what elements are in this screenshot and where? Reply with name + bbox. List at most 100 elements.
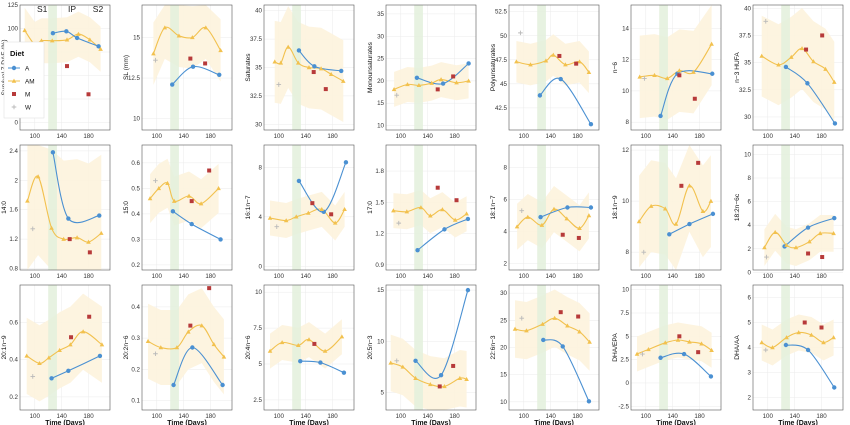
point-am: [586, 69, 592, 75]
y-tick-label: 0: [748, 269, 752, 276]
legend-label: W: [25, 104, 32, 111]
x-tick-label: 140: [178, 133, 189, 140]
point-m: [188, 56, 193, 61]
point-a: [66, 368, 71, 374]
point-m: [454, 198, 459, 203]
y-tick-label: 0.4: [131, 211, 140, 218]
y-axis-label: 18:2n−6c: [734, 193, 741, 221]
point-m: [451, 74, 456, 79]
point-am: [391, 86, 397, 92]
point-a: [190, 64, 196, 69]
y-tick-label: 8: [626, 249, 630, 256]
ip-phase-band: [781, 285, 790, 410]
point-am: [438, 77, 444, 82]
y-tick-label: 12: [622, 147, 629, 154]
point-am: [145, 338, 151, 343]
point-am: [831, 79, 837, 84]
panel-frame: [141, 4, 233, 131]
y-tick-label: 14: [622, 25, 629, 32]
point-am: [565, 323, 570, 328]
panel-frame: [263, 4, 355, 131]
point-w: [519, 208, 525, 214]
point-a: [805, 347, 811, 353]
y-tick-label: 10: [377, 123, 384, 130]
point-w: [274, 224, 280, 229]
y-tick-label: 1.8: [375, 168, 384, 175]
point-am: [151, 51, 156, 56]
y-tick-label: 20: [377, 78, 384, 85]
point-a: [171, 382, 176, 388]
point-a: [170, 82, 175, 87]
x-tick-label: 100: [152, 273, 163, 280]
panel-frame: [752, 144, 844, 271]
am-confidence-ribbon: [150, 158, 219, 229]
point-a: [217, 72, 222, 78]
x-tick-label: 180: [327, 413, 338, 420]
panel-frame: [752, 284, 844, 411]
point-am: [442, 384, 447, 389]
y-tick-label: 32.5: [250, 93, 263, 100]
x-tick-label: 100: [519, 133, 530, 140]
point-a: [50, 150, 56, 155]
point-a: [442, 227, 447, 232]
panel-20-4n-6: 2.5 5 7.5 10 100 140 180 20:4n−6 Time (Days): [245, 284, 355, 425]
ip-phase-band: [659, 5, 668, 130]
y-axis-label: SL (mm): [123, 55, 130, 80]
y-tick-label: 10: [500, 399, 507, 406]
point-am: [552, 315, 557, 320]
point-am: [762, 245, 767, 250]
point-a: [465, 287, 471, 293]
y-axis-label: 14:0: [1, 201, 8, 214]
point-am: [428, 381, 433, 387]
point-m: [576, 314, 581, 319]
ip-phase-band: [292, 285, 301, 410]
point-am: [817, 231, 823, 236]
y-tick-label: 2: [748, 246, 752, 253]
point-am: [759, 340, 765, 345]
point-am: [162, 25, 168, 30]
point-am: [464, 211, 469, 216]
x-tick-label: 140: [300, 133, 311, 140]
point-am: [551, 52, 556, 57]
point-w: [153, 57, 158, 63]
point-am: [811, 59, 816, 64]
point-a: [588, 205, 594, 210]
point-m: [87, 250, 92, 255]
point-m: [311, 70, 316, 75]
point-am: [700, 208, 706, 214]
point-am: [540, 321, 545, 326]
point-w: [30, 374, 36, 379]
point-a: [318, 360, 323, 365]
legend-item-w: W: [11, 104, 32, 111]
am-confidence-ribbon: [148, 288, 224, 395]
point-am: [391, 208, 396, 213]
x-tick-label: 180: [694, 413, 705, 420]
point-m: [679, 183, 684, 188]
y-tick-label: 125: [8, 2, 19, 9]
y-tick-label: 12: [622, 57, 629, 64]
panel-frame: [508, 284, 600, 411]
point-am: [400, 364, 406, 369]
x-tick-label: 100: [274, 413, 285, 420]
point-am: [429, 80, 434, 85]
y-tick-label: 2: [748, 395, 752, 402]
ip-phase-band: [170, 145, 179, 270]
point-am: [174, 345, 180, 350]
point-am: [586, 213, 592, 218]
x-tick-label: 180: [205, 133, 216, 140]
point-am: [823, 66, 828, 71]
point-m: [435, 87, 440, 92]
x-tick-label: 100: [30, 133, 41, 140]
legend-item-am: AM: [8, 78, 35, 85]
y-tick-label: 0.6: [9, 319, 18, 326]
point-m: [203, 61, 208, 66]
point-a: [565, 205, 570, 210]
panel-14-0: 0.8 1.2 1.6 2 2.4 100 140 180 14:0: [1, 144, 111, 280]
y-tick-label: 52.5: [495, 9, 508, 16]
point-am: [709, 41, 714, 46]
legend-title: Diet: [10, 49, 25, 58]
am-confidence-ribbon: [637, 322, 712, 372]
point-a: [414, 75, 420, 80]
point-a: [343, 160, 349, 165]
